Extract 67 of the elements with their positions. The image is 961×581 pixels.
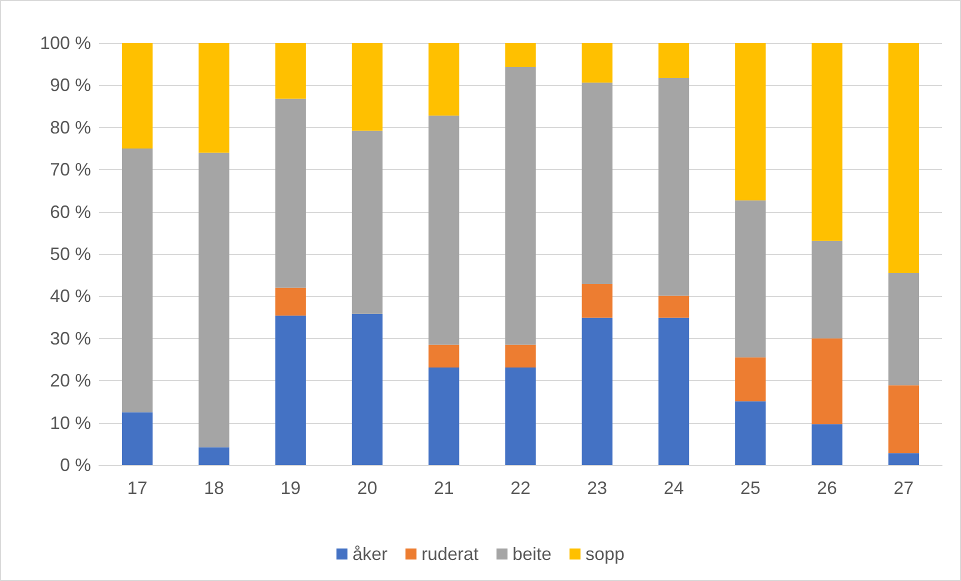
y-tick-label: 10 %	[50, 412, 91, 433]
x-tick-label: 24	[664, 478, 684, 498]
bar	[198, 447, 230, 465]
bar	[812, 240, 842, 338]
bar	[735, 43, 766, 200]
bar	[428, 43, 460, 116]
bar	[658, 296, 690, 318]
y-tick-label: 40 %	[50, 286, 91, 306]
bar	[122, 148, 153, 412]
legend-label: sopp	[586, 544, 625, 564]
bar	[505, 344, 536, 368]
bar	[428, 344, 460, 368]
bar	[505, 43, 536, 68]
bar	[582, 43, 612, 83]
bar	[658, 318, 690, 465]
bar	[735, 200, 766, 358]
bar	[658, 43, 690, 78]
bar	[275, 288, 306, 316]
x-tick-label: 23	[587, 478, 608, 498]
bar	[428, 116, 460, 345]
bar	[275, 43, 306, 99]
legend-label: beite	[512, 544, 552, 564]
bar	[275, 98, 306, 288]
bar	[122, 412, 153, 465]
legend-label: ruderat	[421, 544, 479, 564]
bar	[888, 43, 920, 273]
bar	[658, 78, 690, 296]
bar	[352, 43, 383, 131]
y-tick-label: 0 %	[60, 455, 91, 475]
x-tick-label: 25	[740, 478, 760, 498]
x-tick-label: 27	[894, 478, 914, 498]
y-tick-label: 80 %	[50, 117, 91, 138]
x-tick-label: 19	[280, 478, 301, 498]
x-tick-label: 26	[817, 478, 838, 498]
bar	[428, 368, 460, 465]
y-tick-label: 50 %	[50, 244, 91, 264]
bar	[122, 43, 153, 148]
y-tick-label: 90 %	[50, 75, 91, 96]
bar	[352, 130, 383, 314]
y-tick-label: 60 %	[50, 202, 91, 222]
bar	[812, 424, 842, 465]
y-tick-label: 30 %	[50, 328, 91, 348]
bar	[505, 368, 536, 465]
y-tick-label: 70 %	[50, 160, 91, 180]
x-tick-label: 20	[357, 478, 378, 498]
x-tick-label: 21	[434, 478, 454, 498]
bar	[735, 357, 766, 402]
y-tick-label: 20 %	[50, 370, 91, 391]
bar	[888, 453, 920, 465]
bar	[812, 43, 842, 241]
bar	[582, 82, 612, 284]
bar	[198, 152, 230, 448]
bar	[735, 401, 766, 465]
bar	[888, 385, 920, 454]
bar	[582, 284, 612, 318]
bar	[505, 67, 536, 345]
bar	[888, 272, 920, 386]
y-tick-label: 100 %	[40, 33, 91, 53]
legend-label: åker	[352, 544, 388, 564]
x-tick-label: 22	[510, 478, 531, 498]
x-tick-label: 17	[127, 478, 148, 498]
bar	[582, 318, 612, 465]
bar	[198, 43, 230, 153]
bar	[812, 338, 842, 424]
bar	[275, 316, 306, 465]
bar	[352, 314, 383, 465]
x-tick-label: 18	[204, 478, 224, 498]
